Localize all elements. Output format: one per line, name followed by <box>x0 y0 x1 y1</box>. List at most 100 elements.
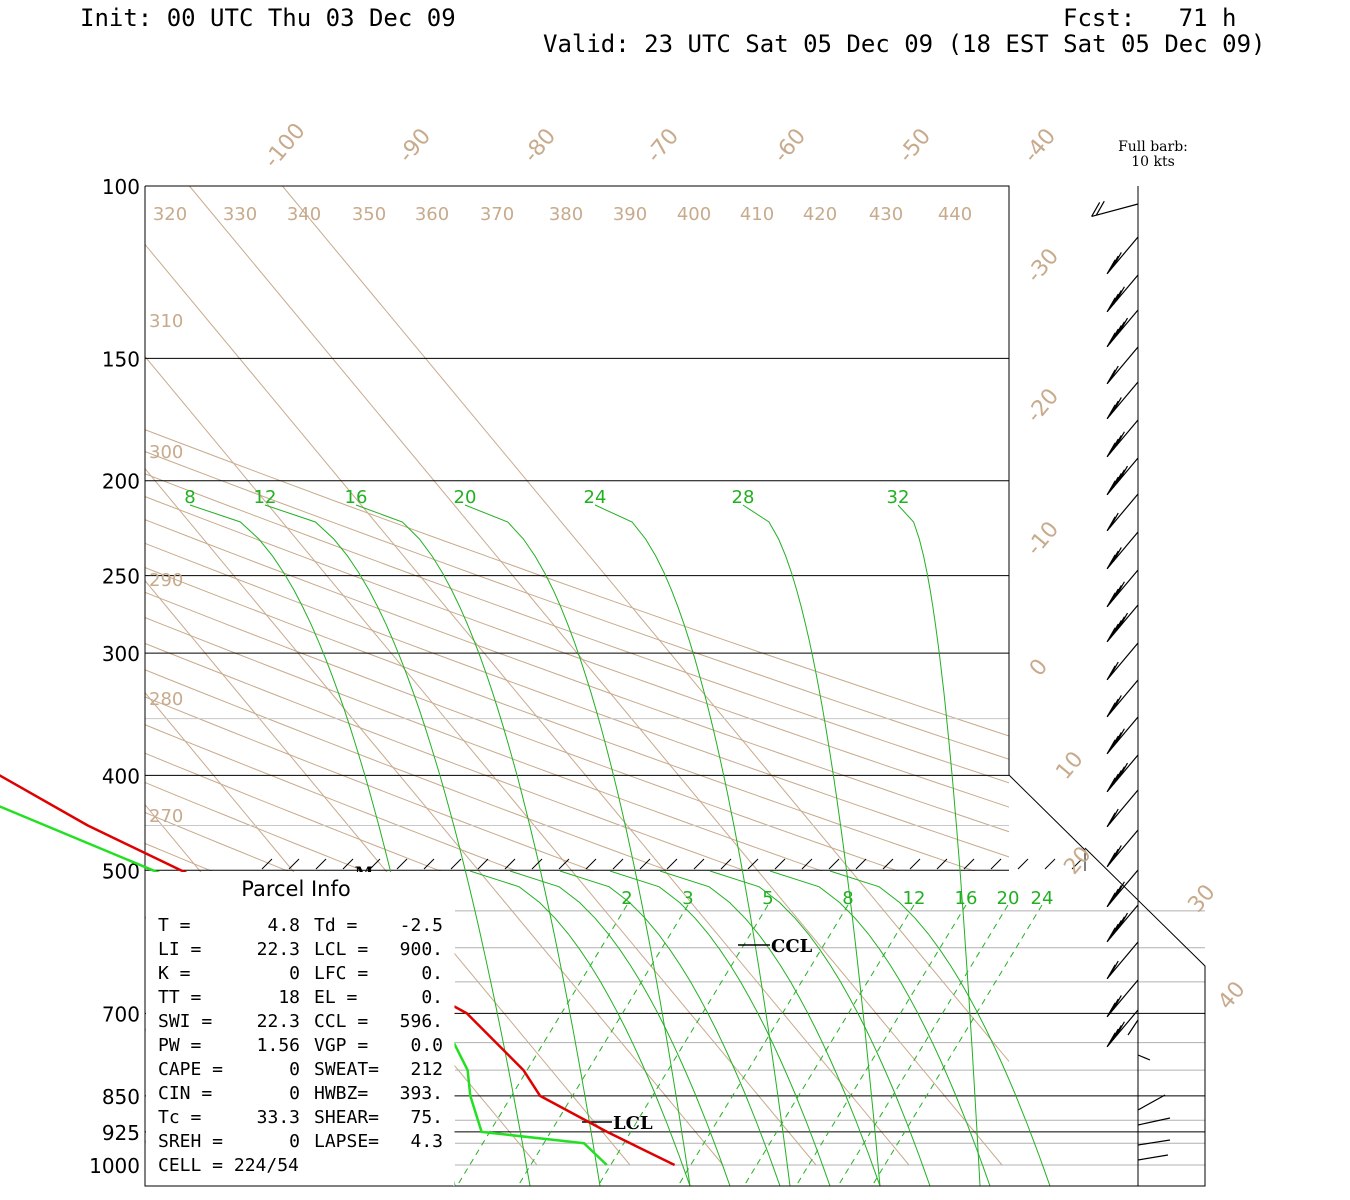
barb-feather <box>1118 762 1129 778</box>
barb-feather <box>1112 252 1122 267</box>
wind-barb <box>1106 789 1139 828</box>
mixing-ratio-line <box>871 904 1043 1187</box>
parcel-value: 0 <box>289 963 300 984</box>
parcel-key: Tc = <box>158 1107 202 1128</box>
parcel-info-panel: Parcel Info T = 4.8 Td = -2.5 LI = 22.3 LCL = 90… <box>146 871 455 1186</box>
hatch-mark <box>882 858 894 870</box>
parcel-value: 22.3 <box>257 939 300 960</box>
parcel-value: 4.3 <box>410 1131 443 1152</box>
parcel-key: T = <box>158 915 191 936</box>
mixing-ratio-label: 8 <box>842 888 853 909</box>
moist-adiabat-line <box>594 504 791 1186</box>
mixing-ratio-label: 12 <box>903 888 926 909</box>
moist-adiabat-line <box>264 504 531 1186</box>
isotherm-label: 40 <box>1213 977 1250 1015</box>
barb-feather <box>1115 881 1125 897</box>
barb-feather <box>1112 732 1122 747</box>
barb-feather <box>1109 476 1119 492</box>
isotherm-label: 30 <box>1183 880 1220 918</box>
hatch-mark <box>396 858 408 870</box>
parcel-key: K = <box>158 963 191 984</box>
moist-adiabat-line <box>609 871 831 1186</box>
barb-feather <box>1112 325 1122 340</box>
theta-label: 440 <box>938 204 972 225</box>
hatch-mark <box>828 858 840 870</box>
mixing-ratio-label: 20 <box>997 888 1020 909</box>
barb-feather <box>1106 812 1116 828</box>
barb-feather <box>1112 435 1122 450</box>
barb-feather <box>1109 328 1119 344</box>
barb-feather <box>1115 286 1125 302</box>
thetae-label: 32 <box>887 487 910 508</box>
theta-label: 350 <box>352 204 386 225</box>
parcel-key: LFC = <box>314 963 368 984</box>
isotherm-label: -100 <box>259 119 310 173</box>
hatch-mark <box>450 858 462 870</box>
barb-feather <box>1106 964 1116 980</box>
hatch-mark <box>288 858 300 870</box>
theta-label: 380 <box>549 204 583 225</box>
hatch-mark <box>855 858 867 870</box>
moist-adiabat-line <box>897 504 981 1186</box>
parcel-value: 393. <box>400 1083 443 1104</box>
mixing-ratio-label: 3 <box>682 888 693 909</box>
barb-feather <box>1106 852 1116 868</box>
wind-barb <box>1106 569 1139 608</box>
wind-barb <box>1106 236 1139 275</box>
wind-barb <box>1106 309 1139 348</box>
parcel-key: LCL = <box>314 939 368 960</box>
moist-adiabat-line <box>829 871 1051 1186</box>
wind-barb <box>1106 493 1139 532</box>
hatch-mark <box>315 858 327 870</box>
mixing-ratio-label: 24 <box>1031 888 1054 909</box>
isotherm-label: 20 <box>1059 842 1096 880</box>
wind-barb <box>1106 679 1139 718</box>
upper-frame <box>145 185 1086 871</box>
moist-adiabat-line <box>769 871 991 1186</box>
barb-feather <box>1115 431 1125 447</box>
barb-feather <box>1109 623 1119 639</box>
moist-adiabat-line <box>509 871 731 1186</box>
hatch-mark <box>747 858 759 870</box>
barb-legend-line2: 10 kts <box>1131 154 1175 170</box>
barb-shaft <box>1091 203 1139 218</box>
temperature-profile <box>0 774 676 1167</box>
barb-feather <box>1109 400 1119 416</box>
mixing-ratio-label: 5 <box>762 888 773 909</box>
thetae-label: 16 <box>345 487 368 508</box>
barb-feather <box>1112 845 1122 860</box>
parcel-value: 0 <box>289 1059 300 1080</box>
thetae-label: 24 <box>584 487 607 508</box>
parcel-value: 596. <box>400 1011 443 1032</box>
wind-barb <box>1106 531 1139 570</box>
barb-feather <box>1109 661 1119 677</box>
moist-adiabat-line <box>469 871 691 1186</box>
barb-feather <box>1109 293 1119 309</box>
moist-adiabat-line <box>559 871 781 1186</box>
parcel-key: LI = <box>158 939 202 960</box>
barb-feather <box>1109 998 1119 1014</box>
parcel-key: CELL = 224/54 <box>158 1155 299 1176</box>
moist-adiabat-line <box>464 504 691 1186</box>
isotherm-label: -80 <box>519 124 561 168</box>
isotherm-label: -10 <box>1022 517 1064 561</box>
barb-feather <box>1106 297 1116 313</box>
wind-barb <box>1106 829 1139 868</box>
barb-feather <box>1106 259 1116 275</box>
barb-feather <box>1112 920 1122 935</box>
isotherm-line <box>0 186 72 1165</box>
isotherm-label: -20 <box>1022 384 1064 428</box>
parcel-value: 33.3 <box>257 1107 300 1128</box>
mixing-ratio-lines <box>189 504 1051 1187</box>
hatch-mark <box>720 858 732 870</box>
barb-feather <box>1106 1032 1116 1048</box>
thetae-label: 8 <box>184 487 195 508</box>
barb-feather <box>1109 923 1119 939</box>
wind-barb <box>1106 1009 1139 1048</box>
isotherm-line <box>145 1140 166 1166</box>
barb-feather <box>1109 773 1119 789</box>
init-time: Init: 00 UTC Thu 03 Dec 09 <box>80 4 456 32</box>
parcel-value: 75. <box>410 1107 443 1128</box>
